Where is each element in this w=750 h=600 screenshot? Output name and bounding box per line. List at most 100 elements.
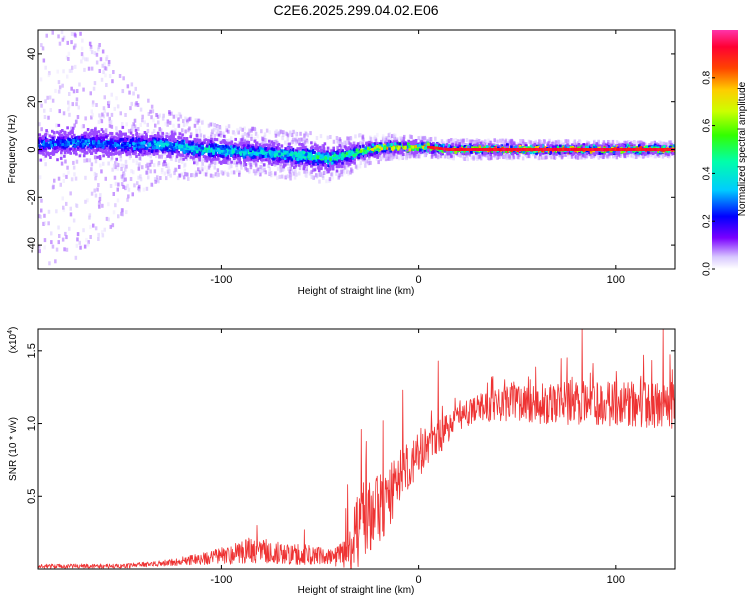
spectrogram-noise-cell: [172, 114, 176, 119]
spectrogram-noise-cell: [290, 133, 294, 137]
spectrogram-band-cell: [317, 165, 320, 169]
spectrogram-band-cell: [401, 140, 404, 144]
spectrogram-noise-cell: [96, 187, 99, 192]
spectrogram-band-cell: [617, 152, 621, 156]
spectrogram-noise-cell: [345, 140, 348, 145]
spectrogram-noise-cell: [97, 120, 101, 125]
spectrogram-noise-cell: [199, 167, 203, 172]
spectrogram-noise-cell: [91, 102, 95, 107]
spectrogram-band-cell: [376, 153, 380, 157]
spectrogram-noise-cell: [322, 171, 326, 175]
spectrogram-noise-cell: [298, 166, 302, 171]
spectrogram-noise-cell: [182, 175, 186, 180]
spectrogram-noise-cell: [130, 101, 133, 106]
spectrogram-noise-cell: [526, 153, 529, 158]
spectrogram-noise-cell: [98, 69, 101, 73]
spectrogram-noise-cell: [175, 114, 178, 119]
spectrogram-noise-cell: [410, 135, 413, 140]
spectrogram-noise-cell: [211, 174, 215, 179]
spectrogram-noise-cell: [502, 140, 505, 145]
spectrogram-noise-cell: [231, 130, 235, 134]
spectrogram-noise-cell: [308, 171, 312, 176]
spectrogram-noise-cell: [93, 155, 97, 160]
spectrogram-noise-cell: [148, 162, 152, 167]
spectrogram-noise-cell: [91, 100, 95, 105]
spectrogram-noise-cell: [169, 173, 172, 178]
spectrogram-noise-cell: [151, 131, 154, 136]
spectrogram-noise-cell: [368, 158, 371, 163]
spectrogram-noise-cell: [95, 60, 99, 65]
spectrogram-noise-cell: [236, 128, 239, 133]
spectrogram-noise-cell: [228, 155, 231, 160]
spectrogram-noise-cell: [141, 114, 144, 119]
spectrogram-band-cell: [642, 142, 645, 146]
spectrogram-noise-cell: [128, 155, 132, 160]
spectrogram-noise-cell: [76, 237, 79, 242]
spectrogram-noise-cell: [389, 136, 392, 141]
spectrogram-band-cell: [226, 142, 230, 146]
spectrogram-noise-cell: [147, 98, 150, 103]
spectrogram-band-cell: [433, 152, 437, 156]
spectrogram-noise-cell: [147, 175, 150, 180]
spectrogram-band-cell: [189, 155, 193, 159]
spectrogram-band-cell: [107, 150, 110, 153]
spectrogram-noise-cell: [264, 170, 267, 175]
spectrogram-noise-cell: [86, 242, 90, 247]
spectrogram-band-cell: [218, 160, 221, 164]
spectrogram-noise-cell: [527, 154, 531, 159]
spectrogram-noise-cell: [241, 133, 244, 138]
spectrogram-band-cell: [159, 141, 163, 145]
spectrogram-noise-cell: [166, 119, 170, 124]
spectrogram-band-cell: [386, 150, 389, 154]
spectrogram-noise-cell: [187, 176, 190, 181]
spectrogram-noise-cell: [649, 153, 653, 158]
spectrogram-noise-cell: [189, 116, 192, 121]
spectrogram-noise-cell: [343, 140, 346, 145]
spectrogram-noise-cell: [599, 154, 603, 159]
spectrogram-band-cell: [232, 156, 236, 160]
spectrogram-noise-cell: [40, 208, 43, 213]
spectrogram-noise-cell: [254, 161, 258, 166]
spectrogram-noise-cell: [274, 171, 277, 176]
spectrogram-noise-cell: [539, 140, 543, 144]
spectrogram-noise-cell: [68, 112, 71, 117]
spectrogram-noise-cell: [204, 165, 207, 170]
spectrogram-noise-cell: [158, 127, 161, 132]
spectrogram-noise-cell: [198, 129, 202, 134]
spectrogram-band-cell: [99, 133, 102, 137]
spectrogram-noise-cell: [136, 181, 139, 186]
spectrogram-noise-cell: [103, 95, 106, 100]
spectrogram-noise-cell: [105, 83, 108, 87]
spectrogram-noise-cell: [237, 130, 240, 135]
spectrogram-noise-cell: [654, 154, 657, 159]
spectrogram-noise-cell: [66, 165, 69, 170]
spectrogram-noise-cell: [476, 156, 479, 161]
spectrogram-noise-cell: [510, 139, 513, 144]
spectrogram-noise-cell: [177, 117, 180, 122]
spectrogram-noise-cell: [71, 65, 74, 70]
spectrogram-noise-cell: [50, 231, 53, 236]
spectrogram-noise-cell: [418, 139, 422, 144]
spectrogram-noise-cell: [157, 162, 160, 167]
spectrogram-noise-cell: [172, 123, 175, 128]
spectrogram-noise-cell: [76, 115, 80, 119]
spectrogram-band-cell: [412, 152, 416, 156]
spectrogram-noise-cell: [95, 173, 98, 178]
spectrogram-noise-cell: [159, 176, 162, 180]
spectrogram-band-cell: [351, 144, 354, 148]
spectrogram-noise-cell: [257, 171, 260, 176]
spectrogram-noise-cell: [92, 86, 96, 91]
spectrogram-noise-cell: [225, 125, 228, 130]
spectrogram-noise-cell: [243, 139, 247, 144]
spectrogram-noise-cell: [125, 164, 128, 169]
spectrogram-noise-cell: [268, 130, 271, 135]
spectrogram-band-cell: [143, 131, 147, 134]
spectrogram-noise-cell: [246, 168, 249, 172]
spectrogram-noise-cell: [330, 172, 333, 177]
spectrogram-noise-cell: [212, 127, 216, 132]
spectrogram-noise-cell: [66, 74, 69, 79]
spectrogram-noise-cell: [108, 74, 112, 78]
spectrogram-noise-cell: [47, 73, 51, 78]
spectrogram-noise-cell: [105, 55, 109, 60]
spectrogram-noise-cell: [103, 62, 106, 67]
